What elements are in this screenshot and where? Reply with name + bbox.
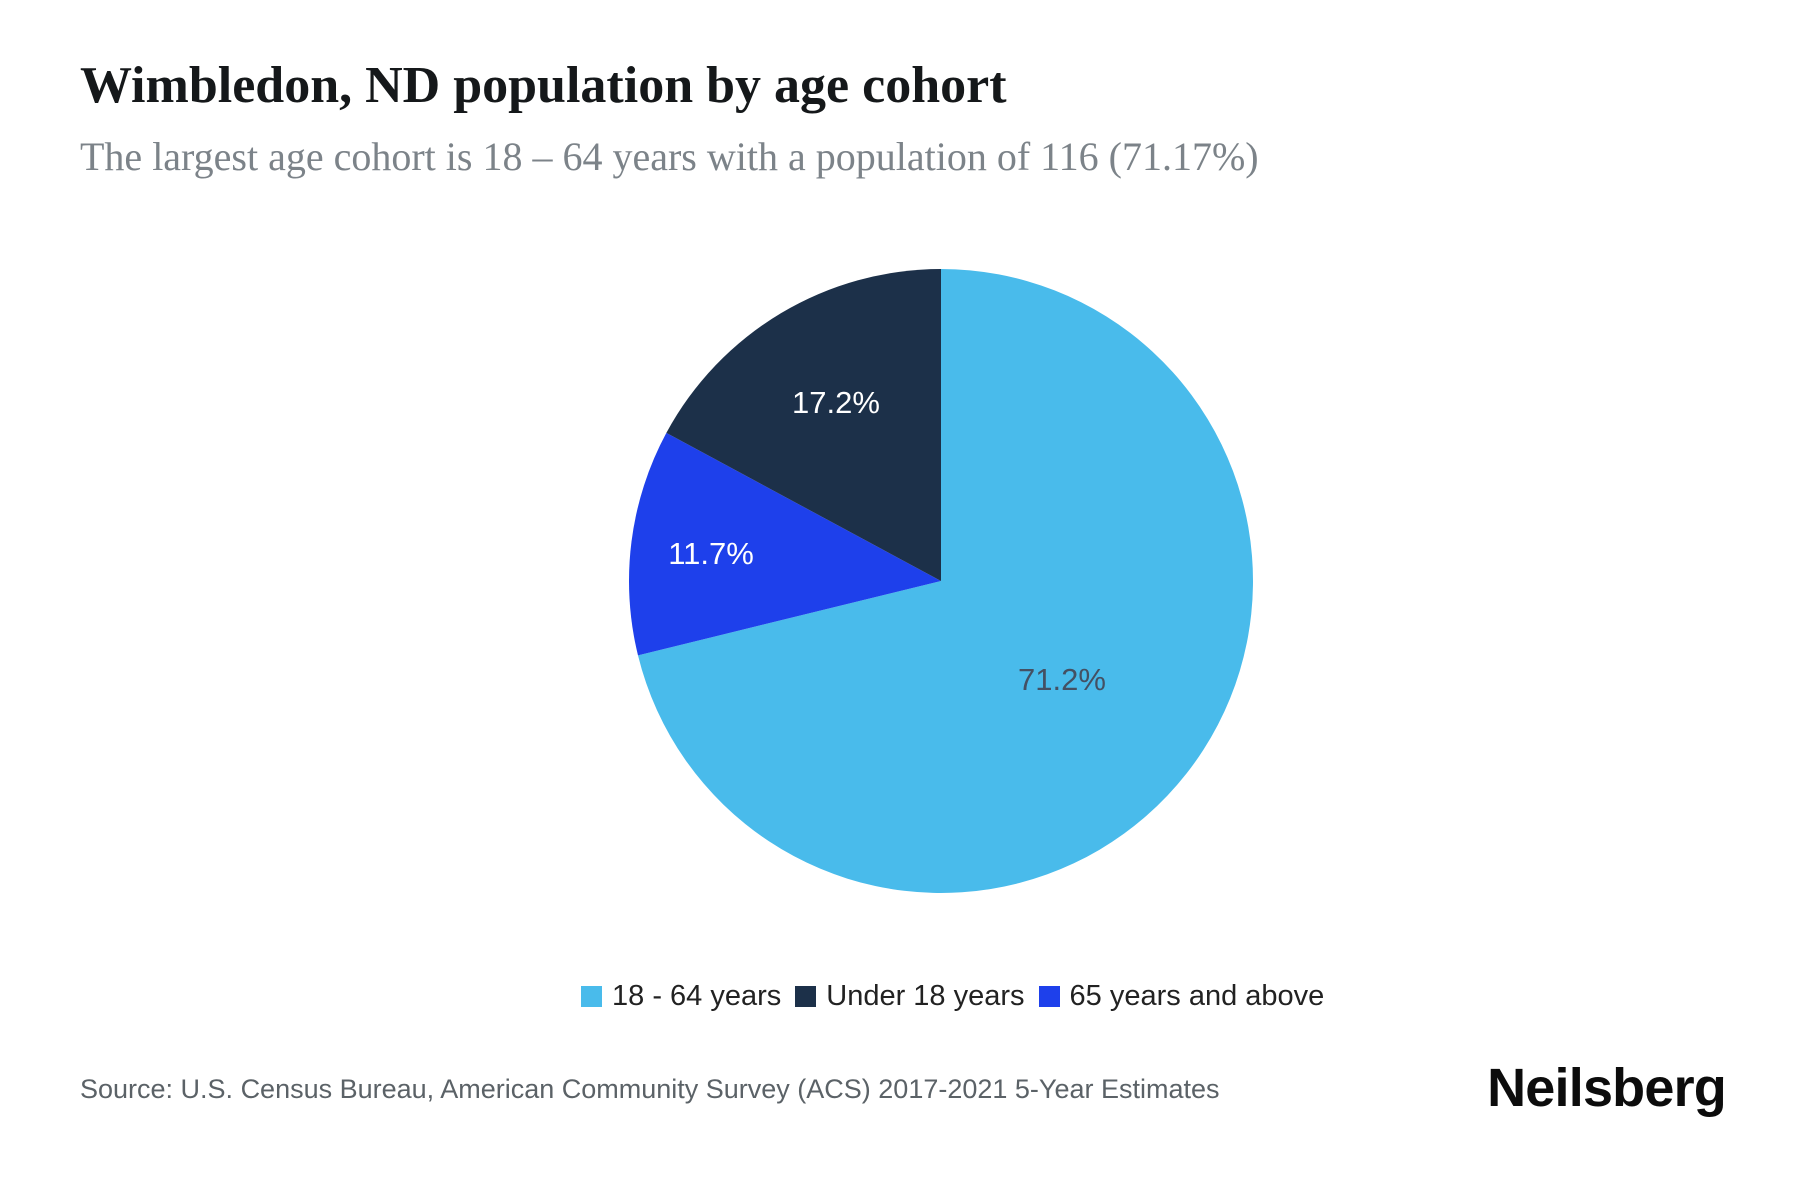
svg-text:71.2%: 71.2%: [1018, 662, 1106, 697]
svg-text:11.7%: 11.7%: [668, 536, 754, 571]
svg-text:17.2%: 17.2%: [792, 385, 880, 420]
